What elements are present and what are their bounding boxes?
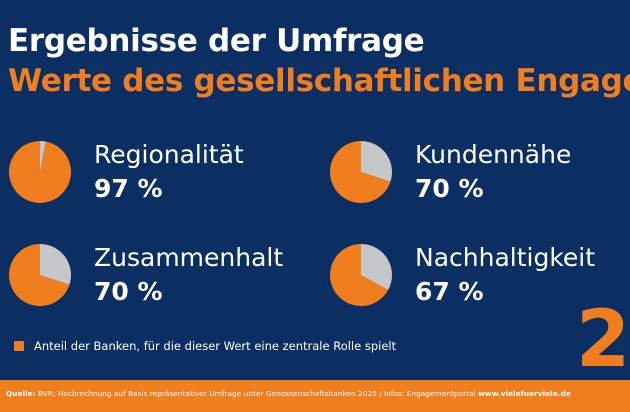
- pie-label: Nachhaltigkeit: [415, 243, 596, 272]
- pie-item-nachhaltigkeit: Nachhaltigkeit 67 %: [329, 243, 629, 323]
- pie-label: Kundennähe: [415, 140, 572, 169]
- pie-chart-nachhaltigkeit: [330, 244, 393, 306]
- footer-bar: Quelle: BVR; Hochrechnung auf Basis repr…: [0, 380, 630, 412]
- pie-slice-share: [8, 244, 70, 306]
- source-text: BVR; Hochrechnung auf Basis repräsentati…: [35, 389, 478, 398]
- pie-value: 67 %: [415, 277, 484, 306]
- source-label: Quelle:: [6, 389, 36, 398]
- pie-slice-share: [8, 141, 71, 203]
- pie-value: 70 %: [94, 277, 163, 306]
- pie-value: 70 %: [415, 174, 484, 203]
- pie-slice-remainder: [40, 244, 71, 285]
- pie-label: Regionalität: [94, 140, 244, 169]
- pie-value: 97 %: [94, 174, 163, 203]
- page-subtitle: Werte des gesellschaftlichen Engager: [8, 63, 630, 99]
- page-title: Ergebnisse der Umfrage: [8, 23, 425, 59]
- pie-slice-share: [329, 141, 391, 203]
- pie-slice-remainder: [361, 141, 392, 182]
- source-note: Quelle: BVR; Hochrechnung auf Basis repr…: [6, 388, 571, 400]
- pie-item-kundennaehe: Kundennähe 70 %: [329, 140, 629, 220]
- pie-slice-remainder: [361, 244, 393, 290]
- pie-item-zusammenhalt: Zusammenhalt 70 %: [8, 243, 308, 323]
- pie-chart-kundennaehe: [329, 141, 392, 203]
- pie-slice-remainder: [40, 141, 46, 172]
- page-number: 2: [576, 295, 630, 385]
- pie-slice-share: [330, 244, 389, 306]
- legend-label: Anteil der Banken, für die dieser Wert e…: [34, 339, 397, 353]
- pie-label: Zusammenhalt: [94, 243, 284, 272]
- pie-item-regionalitaet: Regionalität 97 %: [8, 140, 308, 220]
- pie-chart-zusammenhalt: [8, 244, 71, 306]
- source-link[interactable]: www.vielefuerviele.de: [477, 389, 571, 398]
- pie-chart-regionalitaet: [8, 141, 71, 203]
- legend-swatch: [14, 341, 24, 351]
